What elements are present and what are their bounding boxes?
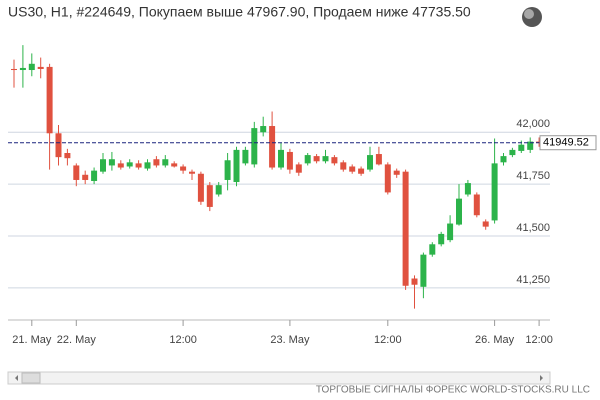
candle-body [162, 159, 169, 166]
chart-title: US30, H1, #224649, Покупаем выше 47967.9… [8, 4, 471, 20]
candle-body [11, 68, 17, 71]
current-price-box [539, 135, 597, 151]
candle-body [375, 154, 382, 165]
candle-body [420, 254, 427, 287]
candle-body [411, 278, 418, 285]
globe-icon [522, 7, 542, 27]
candle-body [91, 170, 98, 182]
candle-body [304, 155, 311, 164]
candle-body [349, 166, 356, 172]
candle-body [278, 149, 284, 168]
x-tick-label: 21. May [12, 334, 52, 346]
candle-body [55, 133, 62, 158]
candle-body [108, 159, 115, 166]
x-tick-label: 12:00 [525, 334, 553, 346]
candle-body [509, 149, 516, 156]
y-tick-label: 41,500 [516, 222, 550, 234]
x-tick-label: 22. May [57, 334, 97, 346]
candle-body [46, 66, 53, 134]
candle-body [171, 163, 178, 167]
candle-body [180, 166, 187, 171]
candle-body [384, 164, 391, 193]
candle-body [295, 164, 302, 173]
y-tick-label: 41,750 [516, 170, 550, 182]
candle-body [482, 221, 489, 227]
candle-body [393, 170, 400, 175]
candle-body [64, 152, 71, 159]
candle-body [447, 223, 454, 241]
candle-body [126, 162, 133, 167]
y-tick-label: 42,000 [516, 118, 550, 130]
candle-body [464, 183, 471, 195]
candle-body [19, 67, 26, 71]
x-tick-label: 23. May [270, 334, 310, 346]
candle-body [313, 156, 320, 162]
candle-body [358, 168, 365, 174]
candle-body [340, 162, 347, 170]
candle-body [536, 141, 543, 143]
candle-body [500, 156, 507, 163]
candle-body [438, 233, 445, 245]
candle-body [331, 157, 338, 164]
current-price-label: 41949.52 [543, 137, 589, 149]
candle-body [224, 160, 231, 180]
candle-body [367, 155, 373, 170]
candle-body [491, 163, 498, 221]
scrollbar[interactable] [7, 371, 551, 385]
candle-body [189, 171, 195, 174]
candle-body [286, 151, 293, 170]
candle-body [322, 156, 329, 162]
candle-body [153, 159, 160, 166]
x-tick-label: 26. May [475, 334, 515, 346]
candle-body [82, 174, 89, 180]
candle-body [28, 63, 35, 71]
candle-body [117, 163, 124, 168]
candle-body [456, 198, 462, 225]
candle-body [518, 144, 525, 151]
footer: ТОРГОВЫЕ СИГНАЛЫ ФОРЕКС WORLD-STOCKS.RU … [316, 385, 590, 396]
candle-body [527, 141, 534, 150]
x-tick-label: 12:00 [374, 334, 402, 346]
x-tick-label: 12:00 [169, 334, 197, 346]
candle-body [242, 149, 249, 164]
candle-body [135, 163, 142, 168]
candle-body [429, 244, 436, 255]
candle-body [37, 66, 44, 69]
candle-body [402, 171, 409, 286]
candle-body [73, 165, 80, 180]
candle-body [251, 128, 258, 165]
candle-body [269, 126, 276, 168]
candle-body [473, 194, 480, 216]
candle-body [206, 185, 213, 207]
candle-body [100, 159, 106, 172]
candle-body [260, 126, 267, 133]
candle-body [233, 149, 240, 183]
candle-body [197, 173, 204, 202]
candle-body [144, 162, 151, 169]
y-tick-label: 41,250 [516, 274, 550, 286]
candle-body [215, 185, 222, 195]
